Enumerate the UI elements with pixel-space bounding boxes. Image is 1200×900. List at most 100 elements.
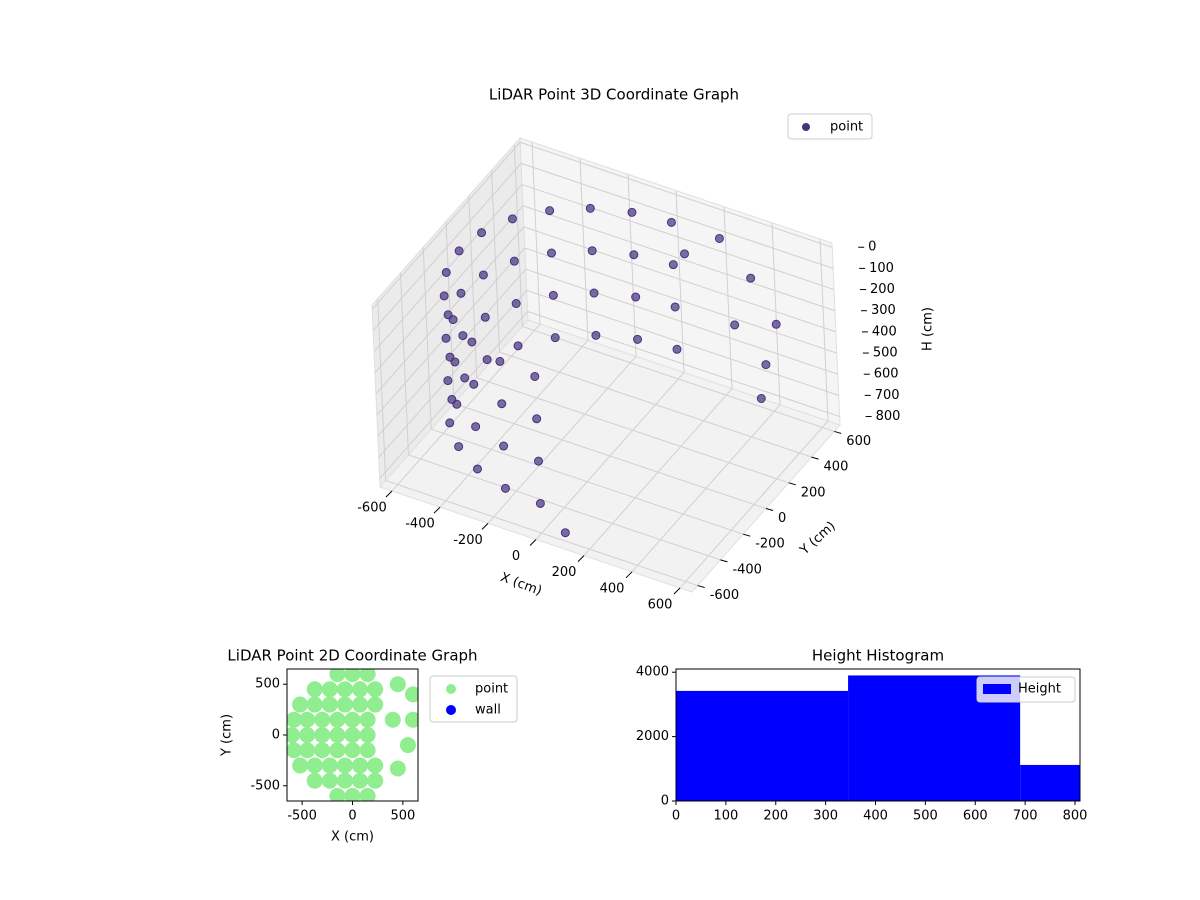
x-tick-label: -200 xyxy=(453,533,483,548)
point xyxy=(287,727,301,743)
point xyxy=(359,711,376,728)
point xyxy=(589,288,599,298)
grid-line xyxy=(375,226,525,395)
z-tick-label: 700 xyxy=(875,388,900,403)
point xyxy=(441,333,451,343)
point xyxy=(497,399,507,409)
point xyxy=(352,757,369,774)
grid-line xyxy=(408,454,721,561)
z-axis-label: H (cm) xyxy=(921,307,936,351)
y-tick-label: -200 xyxy=(755,537,785,552)
point xyxy=(631,292,641,302)
point xyxy=(627,207,637,217)
z-tick-label: 300 xyxy=(871,303,896,318)
chart-title: Height Histogram xyxy=(812,647,944,665)
point xyxy=(441,267,451,277)
legend-box xyxy=(787,113,873,140)
plot-frame xyxy=(286,668,419,802)
x-tick-label: 800 xyxy=(1063,809,1088,824)
points xyxy=(287,669,418,801)
legend-label: Height xyxy=(1018,682,1061,697)
point xyxy=(500,483,510,493)
point xyxy=(458,331,468,341)
point xyxy=(389,676,406,693)
grid-line xyxy=(374,205,524,374)
x-tick xyxy=(529,539,537,546)
point xyxy=(509,256,519,266)
point xyxy=(367,772,384,789)
grid-line xyxy=(371,141,521,310)
y-tick xyxy=(697,585,705,589)
legend-marker xyxy=(446,684,456,694)
grid-line xyxy=(525,268,838,375)
x-tick xyxy=(385,490,393,498)
point xyxy=(633,334,643,344)
point xyxy=(404,686,418,703)
point xyxy=(367,757,384,774)
y-tick xyxy=(720,559,728,563)
x-tick-label: 0 xyxy=(672,809,680,824)
point xyxy=(591,330,601,340)
grid-line xyxy=(431,428,744,535)
point xyxy=(447,394,457,404)
x-tick xyxy=(673,587,681,595)
grid-line xyxy=(378,290,528,458)
chart-title: LiDAR Point 2D Coordinate Graph xyxy=(227,647,477,665)
x-tick-label: -500 xyxy=(287,809,317,824)
x-tick-label: 200 xyxy=(763,809,788,824)
point xyxy=(321,772,338,789)
grid-line xyxy=(372,163,522,331)
point xyxy=(344,711,361,728)
z-tick-label: 0 xyxy=(868,240,876,255)
y-tick-label: 600 xyxy=(846,434,871,449)
point xyxy=(478,270,488,280)
point xyxy=(756,393,766,403)
point xyxy=(336,681,353,698)
point xyxy=(329,787,346,801)
point xyxy=(456,288,466,298)
point xyxy=(314,711,331,728)
point xyxy=(389,760,406,777)
point xyxy=(329,727,346,743)
point xyxy=(367,681,384,698)
legend-label: point xyxy=(830,120,863,135)
grid-line xyxy=(819,238,829,421)
x-tick xyxy=(577,555,585,563)
point xyxy=(336,696,353,713)
point xyxy=(359,669,376,683)
point xyxy=(680,249,690,259)
point xyxy=(344,727,361,743)
z-tick-label: 200 xyxy=(870,282,895,297)
point xyxy=(314,742,331,759)
y-tick xyxy=(811,456,819,460)
grid-line xyxy=(520,141,833,248)
z-tick-label: 600 xyxy=(874,367,899,382)
point xyxy=(587,246,597,256)
legend-marker xyxy=(983,684,1011,694)
grid-line xyxy=(521,184,835,291)
grid-line xyxy=(522,205,836,312)
point xyxy=(359,787,376,801)
y-tick-label: 400 xyxy=(824,460,849,475)
x-axis-label: X (cm) xyxy=(498,570,544,599)
grid-line xyxy=(627,174,637,357)
x-tick-label: 400 xyxy=(600,581,625,596)
point xyxy=(344,669,361,683)
legend-label: wall xyxy=(475,703,501,718)
point xyxy=(287,711,303,728)
y-tick xyxy=(743,533,751,537)
grid-line xyxy=(476,377,789,484)
grid-line xyxy=(524,247,837,354)
point xyxy=(352,696,369,713)
grid-line xyxy=(579,158,589,341)
x-tick xyxy=(481,522,489,530)
point xyxy=(495,356,505,366)
point xyxy=(482,355,492,365)
y-tick xyxy=(834,430,842,434)
x-tick xyxy=(433,506,441,514)
point xyxy=(513,341,523,351)
point xyxy=(546,248,556,258)
point xyxy=(560,528,570,538)
